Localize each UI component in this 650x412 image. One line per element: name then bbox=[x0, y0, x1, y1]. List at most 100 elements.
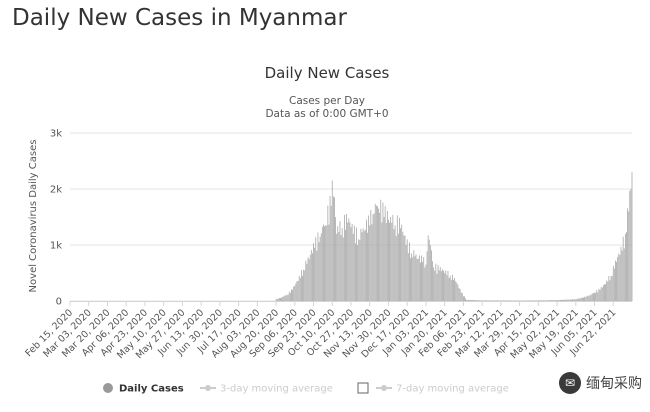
bar bbox=[425, 264, 427, 301]
bar bbox=[587, 296, 589, 301]
legend-marker-dot bbox=[205, 385, 211, 391]
bar bbox=[321, 226, 323, 301]
bar bbox=[445, 270, 447, 301]
bar bbox=[458, 288, 460, 301]
bar bbox=[388, 219, 389, 301]
bar bbox=[402, 231, 404, 301]
bar bbox=[612, 265, 614, 301]
bar bbox=[358, 239, 360, 301]
bar bbox=[455, 281, 457, 301]
bar bbox=[278, 297, 280, 301]
bar bbox=[382, 202, 384, 301]
legend-item-1[interactable]: 3-day moving average bbox=[200, 384, 333, 395]
bar bbox=[406, 239, 408, 301]
bar bbox=[303, 269, 305, 301]
bar bbox=[418, 255, 420, 301]
bar bbox=[479, 300, 481, 301]
bar bbox=[593, 293, 594, 301]
bar bbox=[621, 250, 623, 301]
bar bbox=[392, 214, 394, 301]
bar bbox=[314, 247, 316, 301]
legend-checkbox[interactable] bbox=[357, 382, 369, 394]
bar bbox=[301, 270, 302, 301]
bar bbox=[578, 298, 580, 301]
bar bbox=[427, 235, 429, 301]
bar bbox=[466, 299, 468, 301]
bar bbox=[620, 246, 622, 301]
bar bbox=[340, 235, 342, 301]
bar bbox=[565, 299, 567, 301]
bar bbox=[492, 300, 494, 301]
bar bbox=[586, 295, 588, 301]
bar bbox=[579, 298, 581, 301]
bar bbox=[486, 300, 487, 301]
bar bbox=[336, 233, 338, 301]
chart-title: Daily New Cases bbox=[265, 64, 390, 82]
bar bbox=[351, 223, 353, 301]
bar bbox=[420, 262, 421, 301]
bar bbox=[574, 299, 576, 301]
bar bbox=[422, 261, 424, 301]
bar bbox=[439, 266, 441, 301]
bar bbox=[424, 267, 426, 301]
bar bbox=[379, 212, 381, 301]
bar bbox=[485, 300, 486, 301]
bar bbox=[627, 208, 628, 301]
bar bbox=[524, 300, 526, 301]
bar bbox=[617, 256, 619, 301]
bar bbox=[607, 281, 609, 301]
watermark-text: 缅甸采购 bbox=[586, 376, 642, 392]
bar bbox=[572, 299, 573, 301]
bar bbox=[496, 300, 497, 301]
bar bbox=[575, 299, 577, 301]
bar bbox=[553, 300, 555, 301]
legend: Daily Cases 3-day moving average 7-day mov… bbox=[103, 382, 509, 395]
bar bbox=[536, 300, 538, 301]
bar bbox=[446, 275, 448, 301]
bar bbox=[564, 299, 566, 301]
bar bbox=[631, 172, 633, 301]
bar bbox=[437, 265, 439, 301]
bar bbox=[552, 300, 554, 301]
bar bbox=[450, 279, 452, 301]
bar bbox=[469, 299, 471, 301]
bar bbox=[400, 228, 401, 301]
bar bbox=[364, 229, 366, 301]
bar bbox=[401, 224, 403, 301]
legend-item-2[interactable]: 7-day moving average bbox=[357, 382, 509, 395]
bar bbox=[561, 299, 562, 301]
bar bbox=[464, 296, 465, 301]
bar bbox=[434, 270, 436, 301]
bar bbox=[409, 242, 410, 301]
bar bbox=[534, 300, 536, 301]
bar bbox=[448, 278, 450, 301]
bar bbox=[512, 300, 514, 301]
bar bbox=[613, 268, 615, 301]
bar bbox=[476, 300, 478, 301]
bar bbox=[545, 300, 547, 301]
bar bbox=[323, 224, 324, 301]
bar bbox=[423, 257, 425, 301]
bar bbox=[320, 233, 322, 301]
bar bbox=[508, 300, 509, 301]
bar bbox=[350, 227, 352, 301]
bar bbox=[275, 299, 277, 301]
bar bbox=[433, 267, 435, 301]
bar bbox=[461, 293, 463, 301]
bar bbox=[443, 270, 444, 301]
bar bbox=[569, 299, 571, 301]
bar bbox=[624, 233, 626, 301]
legend-item-0[interactable]: Daily Cases bbox=[103, 383, 184, 395]
bar bbox=[467, 299, 469, 301]
y-tick-label-2: 2k bbox=[50, 185, 62, 196]
bar bbox=[622, 236, 624, 301]
bar bbox=[599, 289, 601, 301]
bar bbox=[585, 297, 587, 301]
bar bbox=[447, 271, 449, 301]
bar bbox=[537, 300, 539, 301]
bar bbox=[360, 228, 362, 301]
bar bbox=[610, 275, 612, 301]
bar bbox=[457, 284, 459, 301]
bar bbox=[456, 282, 458, 301]
bar bbox=[501, 300, 503, 301]
